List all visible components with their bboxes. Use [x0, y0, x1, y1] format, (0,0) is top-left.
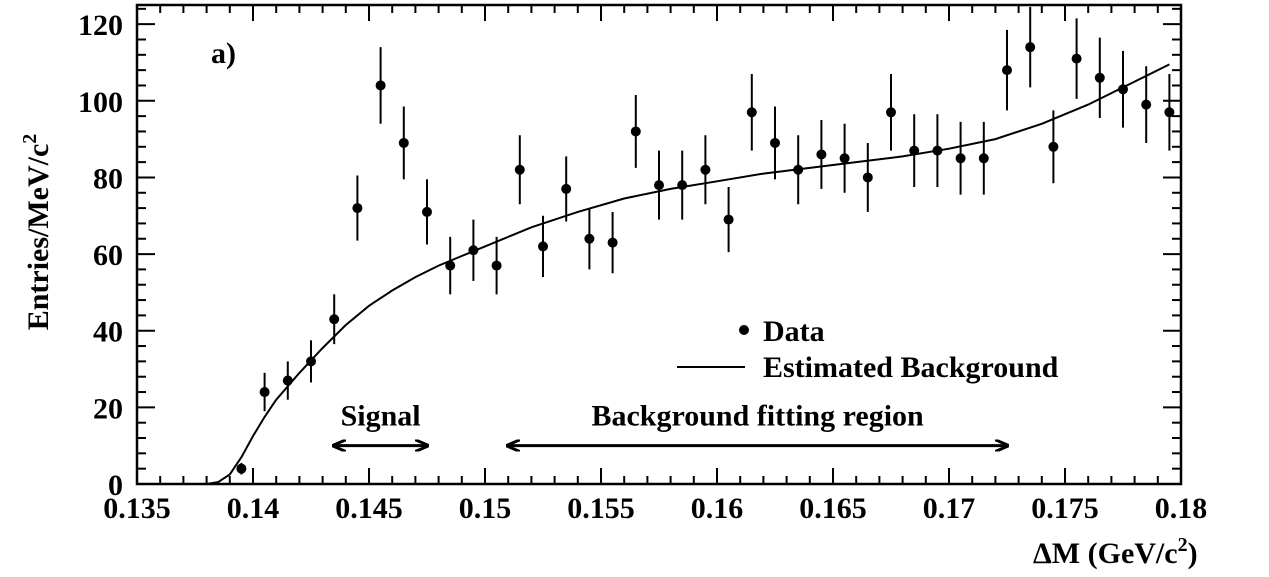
legend-data-label: Data — [763, 315, 825, 348]
x-tick-label: 0.18 — [1155, 492, 1208, 525]
data-point — [491, 260, 502, 271]
x-tick-label: 0.15 — [459, 492, 512, 525]
legend-background-label: Estimated Background — [763, 351, 1059, 384]
background-region-label: Background fitting region — [591, 400, 924, 433]
data-point — [282, 375, 293, 386]
data-point — [886, 107, 896, 118]
data-point — [329, 314, 340, 325]
x-tick-label: 0.165 — [799, 492, 867, 525]
data-point — [955, 153, 966, 164]
plot-frame — [135, 3, 1183, 486]
x-tick-label: 0.145 — [335, 492, 403, 525]
data-point — [1025, 42, 1036, 53]
x-tick-label: 0.17 — [923, 492, 976, 525]
data-point — [468, 245, 479, 256]
data-point — [236, 463, 247, 474]
data-point — [630, 126, 641, 137]
data-point — [723, 214, 734, 225]
data-point — [1071, 53, 1082, 64]
data-point — [932, 145, 943, 156]
data-point — [375, 80, 386, 91]
data-point — [352, 203, 363, 214]
x-tick-label: 0.14 — [227, 492, 280, 525]
data-point — [422, 206, 432, 217]
y-tick-label: 120 — [78, 9, 123, 42]
panel-label: a) — [211, 37, 236, 70]
data-point — [1141, 99, 1152, 110]
y-tick-label: 20 — [93, 392, 123, 425]
y-tick-label: 0 — [108, 469, 123, 502]
data-point — [1164, 107, 1175, 118]
data-point — [816, 149, 827, 160]
y-tick-label: 100 — [78, 86, 123, 119]
data-point — [677, 180, 688, 191]
signal-label: Signal — [341, 400, 421, 433]
data-point — [538, 241, 548, 252]
data-point — [770, 137, 780, 148]
y-tick-label: 80 — [93, 162, 123, 195]
x-tick-label: 0.155 — [567, 492, 635, 525]
x-axis-ticks — [136, 5, 1182, 484]
x-axis-title: ΔM (GeV/c2) — [1033, 534, 1198, 570]
data-point — [1118, 84, 1128, 95]
x-tick-label: 0.16 — [691, 492, 744, 525]
x-tick-label: 0.135 — [103, 492, 171, 525]
x-axis-tick-labels: 0.135 0.14 0.145 0.15 0.155 0.16 0.165 0.17 0.17… — [103, 492, 1207, 525]
data-point — [1094, 72, 1105, 83]
legend-data-marker — [739, 325, 749, 335]
data-point — [1002, 65, 1012, 76]
data-point — [584, 233, 595, 244]
data-point — [607, 237, 618, 248]
data-point — [561, 183, 572, 194]
y-tick-label: 60 — [93, 239, 123, 272]
data-point — [398, 137, 409, 148]
data-point — [306, 356, 316, 367]
annotations-group: Signal Background fitting region — [334, 400, 1007, 446]
data-point — [839, 153, 850, 164]
data-point — [445, 260, 456, 271]
y-tick-label: 40 — [93, 316, 123, 349]
data-point — [654, 180, 664, 191]
data-point — [746, 107, 757, 118]
y-axis-tick-labels: 0 20 40 60 80 100 120 — [78, 9, 123, 502]
data-point — [259, 387, 270, 398]
legend: Data Estimated Background — [677, 315, 1059, 384]
data-point — [793, 164, 804, 175]
data-point — [1048, 141, 1059, 152]
data-point — [862, 172, 873, 183]
y-axis-ticks — [137, 7, 1181, 485]
data-points-group — [236, 6, 1175, 475]
data-point — [514, 164, 525, 175]
data-point — [909, 145, 920, 156]
y-axis-title: Entries/MeV/c2 — [19, 134, 55, 331]
x-tick-label: 0.175 — [1031, 492, 1099, 525]
data-point — [700, 164, 711, 175]
data-point — [978, 153, 989, 164]
